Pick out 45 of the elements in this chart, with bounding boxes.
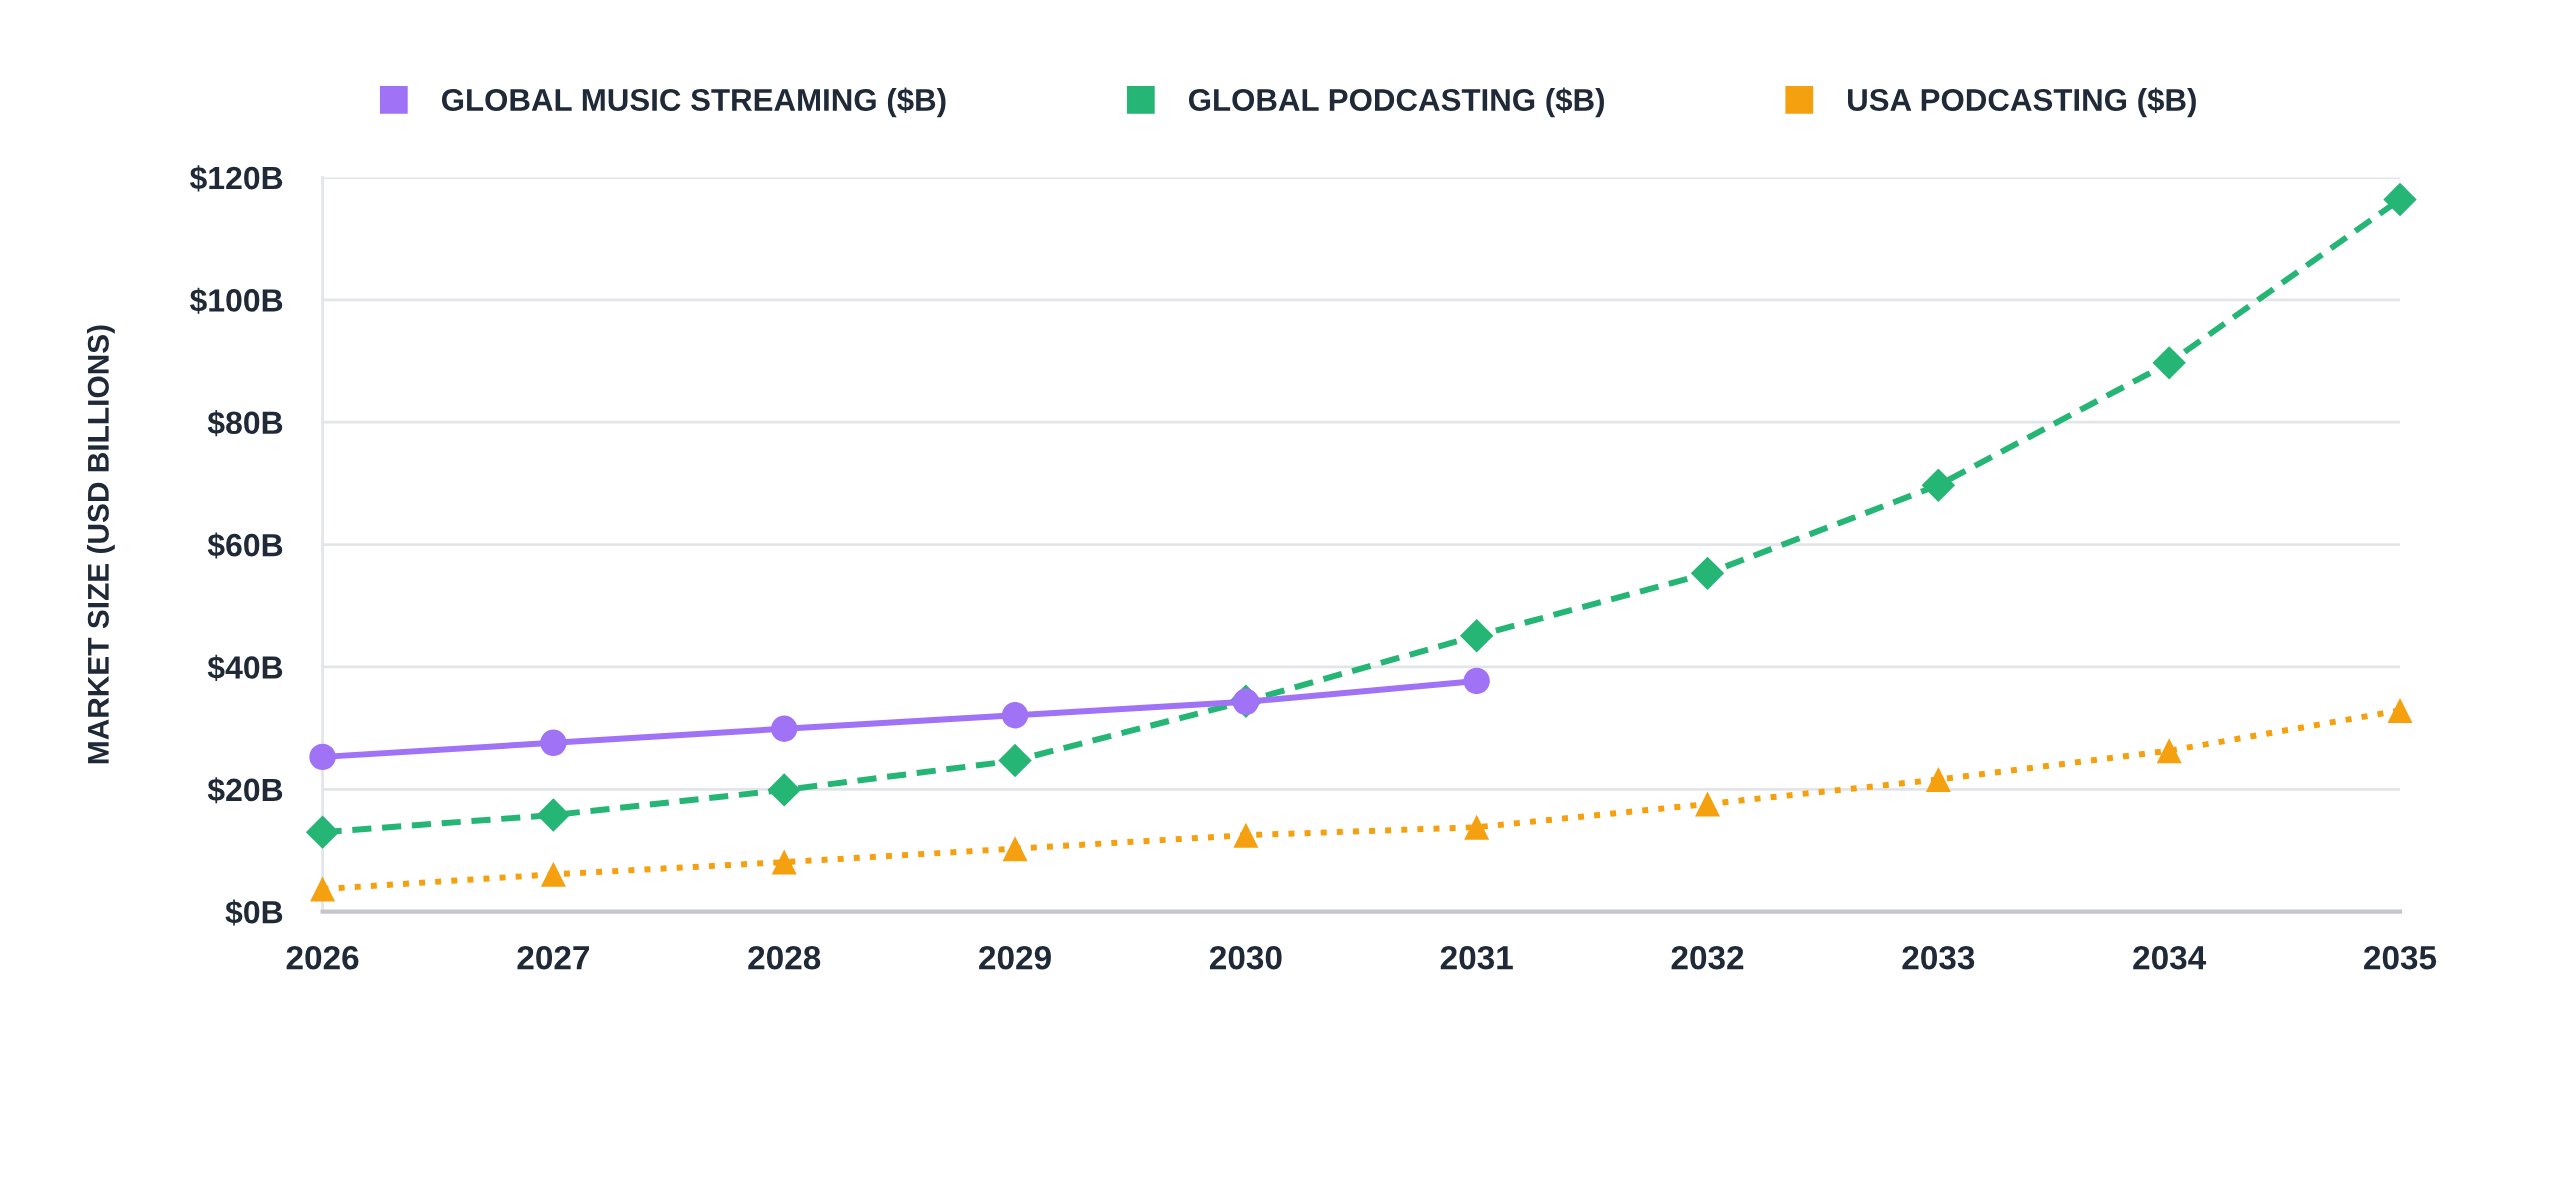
- point: [540, 861, 566, 887]
- point: [2152, 346, 2186, 380]
- point: [309, 743, 336, 771]
- point: [2156, 738, 2182, 764]
- point: [1925, 767, 1951, 793]
- point: [536, 798, 571, 832]
- point: [1921, 468, 1956, 502]
- point: [1001, 702, 1029, 729]
- point: [1695, 791, 1721, 817]
- x-tick-label: 2034: [2133, 945, 2207, 970]
- point: [540, 729, 567, 756]
- point: [2383, 182, 2417, 217]
- y-tick-label: $120B: [189, 165, 283, 192]
- point: [771, 715, 798, 742]
- point: [771, 849, 797, 875]
- point: [998, 743, 1032, 778]
- x-tick-label: 2032: [1671, 945, 1744, 970]
- point: [1464, 814, 1490, 840]
- point: [767, 773, 801, 807]
- legend-label: USA PODCASTING ($B): [1848, 87, 2196, 118]
- point: [1463, 667, 1490, 695]
- x-tick-label: 2029: [979, 945, 1051, 970]
- point: [2387, 697, 2413, 723]
- x-tick-label: 2031: [1440, 945, 1513, 970]
- point: [1460, 619, 1494, 653]
- x-tick-label: 2030: [1209, 945, 1282, 970]
- y-tick-label: $100B: [189, 287, 283, 314]
- y-tick-label: $60B: [207, 532, 283, 559]
- y-tick-label: $0B: [225, 899, 283, 926]
- x-tick-label: 2026: [286, 945, 359, 970]
- y-tick-label: $20B: [207, 777, 283, 804]
- point: [1002, 836, 1028, 862]
- y-tick-label: $80B: [207, 410, 283, 437]
- point: [310, 876, 336, 902]
- y-axis-title: MARKET SIZE (USD BILLIONS): [86, 325, 115, 764]
- point: [1233, 822, 1259, 848]
- y-tick-label: $40B: [207, 654, 283, 681]
- point: [1690, 556, 1725, 591]
- legend-label: GLOBAL PODCASTING ($B): [1188, 87, 1604, 118]
- x-tick-label: 2033: [1902, 945, 1975, 970]
- x-tick-label: 2027: [517, 945, 589, 970]
- point: [305, 815, 340, 849]
- legend-label: GLOBAL MUSIC STREAMING ($B): [441, 87, 946, 118]
- x-tick-label: 2035: [2364, 945, 2437, 970]
- x-tick-label: 2028: [748, 945, 821, 970]
